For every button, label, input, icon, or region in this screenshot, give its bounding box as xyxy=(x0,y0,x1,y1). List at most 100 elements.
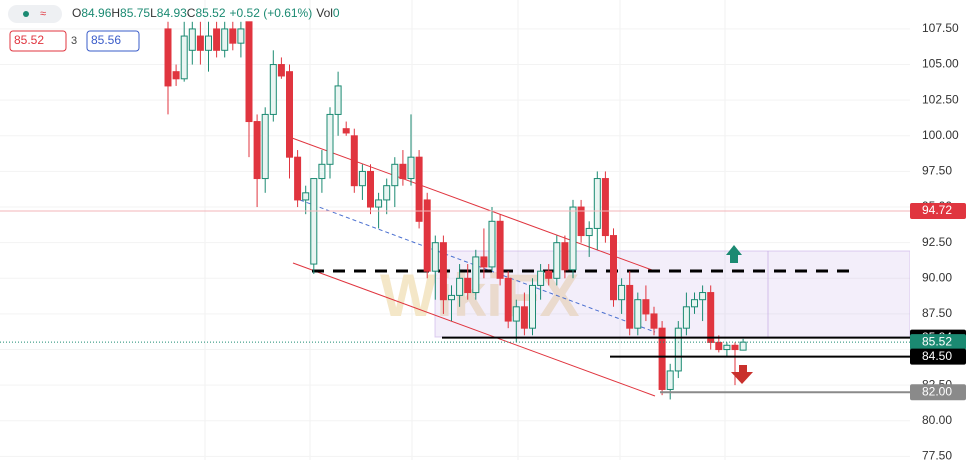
candle-body xyxy=(358,170,366,187)
price-tag xyxy=(910,348,966,365)
candle-body xyxy=(383,185,391,201)
candle-body xyxy=(723,344,731,351)
candle-body xyxy=(342,128,350,134)
candle-body xyxy=(415,156,423,222)
candle-body xyxy=(245,21,253,123)
status-dot xyxy=(23,11,29,17)
candle-body xyxy=(731,344,739,351)
candle-body xyxy=(213,28,221,51)
price-tag-label: 82.00 xyxy=(922,384,952,398)
candle-body xyxy=(310,178,318,265)
bid-box[interactable] xyxy=(9,30,67,52)
down-arrow xyxy=(731,365,753,384)
ask-box[interactable] xyxy=(86,30,140,52)
candle-body xyxy=(610,235,617,301)
candle-body xyxy=(545,270,553,279)
price-tag xyxy=(910,334,966,351)
candle-body xyxy=(318,163,326,180)
y-tick-label: 92.50 xyxy=(922,235,952,249)
change: +0.52 (+0.61%) xyxy=(230,6,313,20)
candle-body xyxy=(504,277,512,322)
candle-body xyxy=(350,135,358,187)
candle-body xyxy=(229,28,237,44)
vol-value: 0 xyxy=(333,6,340,20)
y-tick-label: 80.00 xyxy=(922,413,952,427)
candles xyxy=(164,21,747,400)
candle-body xyxy=(593,178,601,229)
candle-body xyxy=(496,220,504,279)
candle-body xyxy=(569,206,577,271)
candle-body xyxy=(456,277,464,296)
ohlc-value: 84.96 xyxy=(81,6,111,20)
channel-lower xyxy=(292,262,656,397)
price-tag xyxy=(910,384,966,401)
candle-body xyxy=(172,71,180,80)
candle-body xyxy=(707,292,715,343)
toggle[interactable] xyxy=(8,5,62,23)
candle-body xyxy=(407,156,415,180)
ohlc-value: 85.52 xyxy=(195,6,225,20)
candle-body xyxy=(464,277,472,294)
up-arrow xyxy=(726,245,742,263)
candle-body xyxy=(553,242,561,279)
price-tag-label: 85.52 xyxy=(922,334,952,348)
candle-body xyxy=(561,242,569,271)
candle-body xyxy=(391,163,399,187)
ohlc-value: 84.93 xyxy=(157,6,187,20)
candle-body xyxy=(448,294,455,301)
candle-body xyxy=(691,299,698,308)
candle-body xyxy=(682,306,690,329)
candle-body xyxy=(261,113,269,180)
candle-body xyxy=(601,178,609,237)
y-tick-label: 102.50 xyxy=(922,92,959,106)
candle-body xyxy=(367,170,374,208)
y-tick-label: 87.50 xyxy=(922,306,952,320)
ask: 85.56 xyxy=(91,33,121,47)
candle-body xyxy=(277,64,285,77)
candle-body xyxy=(196,35,204,51)
candle-body xyxy=(626,284,634,329)
candle-body xyxy=(537,270,545,286)
candle-body xyxy=(334,85,342,115)
candle-body xyxy=(221,28,229,51)
candle-body xyxy=(269,64,277,115)
candle-body xyxy=(326,113,334,165)
icon: ≈ xyxy=(40,8,46,20)
y-tick-label: 77.50 xyxy=(922,449,952,460)
candle-body xyxy=(529,284,536,329)
candle-body xyxy=(666,370,674,390)
legend-bar: ≈ O84.96H85.75L84.93C85.52 +0.52 (+0.61%)… xyxy=(8,5,340,52)
candle-body xyxy=(188,28,196,51)
candle-body xyxy=(439,242,447,301)
candle-body xyxy=(294,156,302,201)
candle-body xyxy=(577,206,585,237)
candle-body xyxy=(302,192,310,201)
candle-body xyxy=(480,256,488,268)
ohlc-label: C xyxy=(187,6,196,20)
y-tick-label: 107.50 xyxy=(922,21,959,35)
y-tick-label: 97.50 xyxy=(922,164,952,178)
candle-body xyxy=(618,284,626,301)
candle-body xyxy=(634,299,642,329)
ohlc-label: L xyxy=(150,6,157,20)
candle-body xyxy=(399,163,407,180)
levels xyxy=(0,210,910,394)
candle-body xyxy=(520,306,528,329)
candle-body xyxy=(205,35,212,51)
ohlc-label: H xyxy=(111,6,120,20)
candle-body xyxy=(674,327,682,372)
price-tag-label: 94.72 xyxy=(922,203,952,217)
y-tick-label: 100.00 xyxy=(922,128,959,142)
candle-body xyxy=(472,256,480,294)
ohlc: O84.96H85.75L84.93C85.52 +0.52 (+0.61%) Vo… xyxy=(72,6,340,20)
price-axis xyxy=(910,0,971,460)
candle-body xyxy=(431,242,439,272)
candle-body xyxy=(650,313,658,329)
candle-body xyxy=(658,327,666,390)
candle-body xyxy=(286,71,293,158)
candle-body xyxy=(585,227,593,237)
price-tag xyxy=(910,203,966,220)
